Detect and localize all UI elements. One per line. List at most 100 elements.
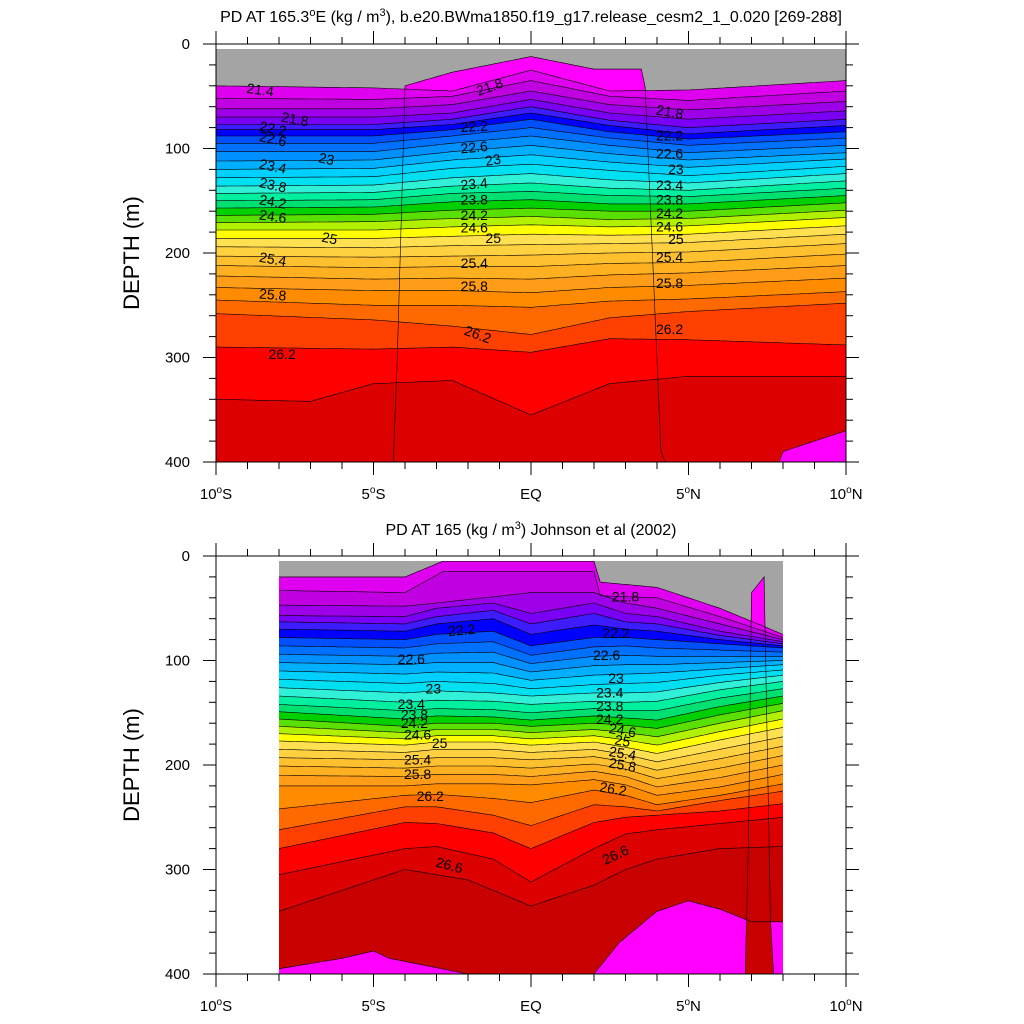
contour-band-11 bbox=[216, 145, 846, 170]
contour-band-13 bbox=[216, 164, 846, 187]
axes: 0 100 200 300 400 10oS 5oS EQ 5oN 10oN bbox=[165, 543, 863, 1015]
contour-label: 25 bbox=[320, 229, 339, 248]
contour-line-28 bbox=[279, 803, 783, 849]
contour-band-22 bbox=[216, 234, 846, 258]
y-tick-label: 0 bbox=[182, 36, 190, 53]
x-tick-label: 10oN bbox=[829, 485, 862, 503]
y-tick-label: 300 bbox=[165, 862, 190, 879]
contour-line-13 bbox=[216, 173, 846, 187]
contour-band-29 bbox=[279, 803, 783, 882]
contour-band-25 bbox=[279, 765, 783, 796]
y-tick-label: 200 bbox=[165, 757, 190, 774]
contour-line-2 bbox=[216, 80, 846, 101]
contour-band-12 bbox=[279, 664, 783, 689]
x-tick-label: EQ bbox=[520, 998, 542, 1015]
contour-labels: 22.222.62323.423.824.224.62525.425.826.2… bbox=[398, 589, 640, 877]
contour-label: 25 bbox=[668, 231, 684, 247]
y-tick-label: 300 bbox=[165, 350, 190, 367]
contour-band-10 bbox=[216, 136, 846, 161]
chart-title: PD AT 165.3oE (kg / m3), b.e20.BWma1850.… bbox=[220, 7, 842, 26]
contour-band-3 bbox=[216, 80, 846, 110]
contour-label: 21.8 bbox=[280, 109, 310, 130]
y-tick-label: 100 bbox=[165, 141, 190, 158]
contour-label: 23 bbox=[668, 161, 684, 177]
contour-label: 21.8 bbox=[655, 101, 685, 122]
contour-band-22 bbox=[279, 736, 783, 771]
contour-label: 22.2 bbox=[447, 621, 476, 639]
contour-label: 22.6 bbox=[398, 651, 425, 667]
contour-band-30 bbox=[216, 376, 846, 462]
contour-line-19 bbox=[279, 718, 783, 746]
contour-band-18 bbox=[216, 202, 846, 223]
contour-band-8 bbox=[216, 119, 846, 146]
contour-label: 22.2 bbox=[258, 118, 288, 139]
contour-label: 25.8 bbox=[259, 285, 288, 303]
contour-line-14 bbox=[279, 681, 783, 705]
contour-label: 25 bbox=[614, 732, 632, 750]
contour-band-16 bbox=[216, 188, 846, 209]
contour-label: 25 bbox=[485, 230, 501, 246]
contour-band-17 bbox=[216, 195, 846, 216]
contour-band-14 bbox=[216, 173, 846, 194]
contour-label: 23.4 bbox=[398, 696, 425, 712]
contour-label: 26.6 bbox=[434, 854, 465, 877]
contour-band-12 bbox=[216, 154, 846, 178]
contour-band-28 bbox=[216, 303, 846, 353]
contour-band-10 bbox=[279, 652, 783, 672]
x-tick-label: 5oN bbox=[676, 997, 701, 1015]
contour-label: 25.4 bbox=[404, 752, 431, 768]
contour-label: 21.8 bbox=[612, 589, 639, 605]
contour-label: 23.4 bbox=[258, 155, 288, 176]
contour-band-4 bbox=[216, 91, 846, 120]
contour-label: 26.2 bbox=[417, 788, 444, 804]
contour-band-5 bbox=[216, 99, 846, 128]
x-tick-label: 5oS bbox=[362, 485, 386, 503]
contour-label: 23 bbox=[484, 150, 502, 168]
x-tick-label: 5oS bbox=[362, 997, 386, 1015]
contour-line-0 bbox=[216, 56, 846, 462]
contour-band-9 bbox=[279, 641, 783, 664]
contour-band-19 bbox=[216, 210, 846, 230]
contour-label: 22.6 bbox=[656, 145, 683, 161]
x-tick-label: 10oS bbox=[200, 997, 232, 1015]
contour-label: 23.8 bbox=[401, 707, 428, 723]
contour-label: 24.6 bbox=[461, 220, 488, 236]
contour-line-15 bbox=[216, 187, 846, 202]
contour-band-3 bbox=[279, 571, 783, 640]
contour-line-20 bbox=[279, 727, 783, 754]
contour-band-5 bbox=[279, 603, 783, 644]
contour-line-8 bbox=[216, 127, 846, 146]
contour-line-26 bbox=[216, 291, 846, 308]
contour-line-24 bbox=[216, 265, 846, 280]
contour-label: 24.6 bbox=[656, 219, 683, 235]
contour-line-7 bbox=[279, 630, 783, 649]
contour-labels: 21.421.822.222.623.4 2323.824.224.62525.4… bbox=[246, 74, 685, 362]
contour-line-12 bbox=[216, 163, 846, 179]
contour-label: 25.8 bbox=[608, 755, 638, 776]
contour-label: 23 bbox=[608, 670, 624, 686]
contour-line-16 bbox=[279, 695, 783, 721]
contour-line-11 bbox=[279, 664, 783, 681]
contour-band-11 bbox=[279, 660, 783, 681]
contour-label: 24.2 bbox=[656, 205, 683, 221]
contour-label: 24.2 bbox=[258, 191, 288, 212]
y-axis-label: DEPTH (m) bbox=[119, 708, 144, 822]
contour-label: 25 bbox=[432, 735, 448, 751]
contour-label: 23.8 bbox=[258, 174, 288, 195]
x-tick-label: 10oS bbox=[200, 485, 232, 503]
chart-title: PD AT 165 (kg / m3) Johnson et al (2002) bbox=[385, 520, 676, 539]
contour-line-21 bbox=[279, 736, 783, 763]
contour-line-6 bbox=[216, 112, 846, 135]
contour-band-30 bbox=[279, 817, 783, 912]
contour-band-20 bbox=[216, 217, 846, 239]
y-tick-label: 200 bbox=[165, 245, 190, 262]
contour-band-14 bbox=[279, 675, 783, 705]
contour-line-19 bbox=[216, 217, 846, 231]
contour-band-29 bbox=[216, 338, 846, 415]
contour-label: 22.2 bbox=[602, 625, 629, 641]
contour-label: 23.4 bbox=[460, 175, 489, 193]
axes: 0 100 200 300 400 10oS 5oS EQ 5oN 10oN bbox=[165, 31, 863, 503]
contour-label: 25.4 bbox=[656, 249, 683, 265]
contour-band-13 bbox=[279, 669, 783, 696]
contour-line-12 bbox=[279, 669, 783, 690]
